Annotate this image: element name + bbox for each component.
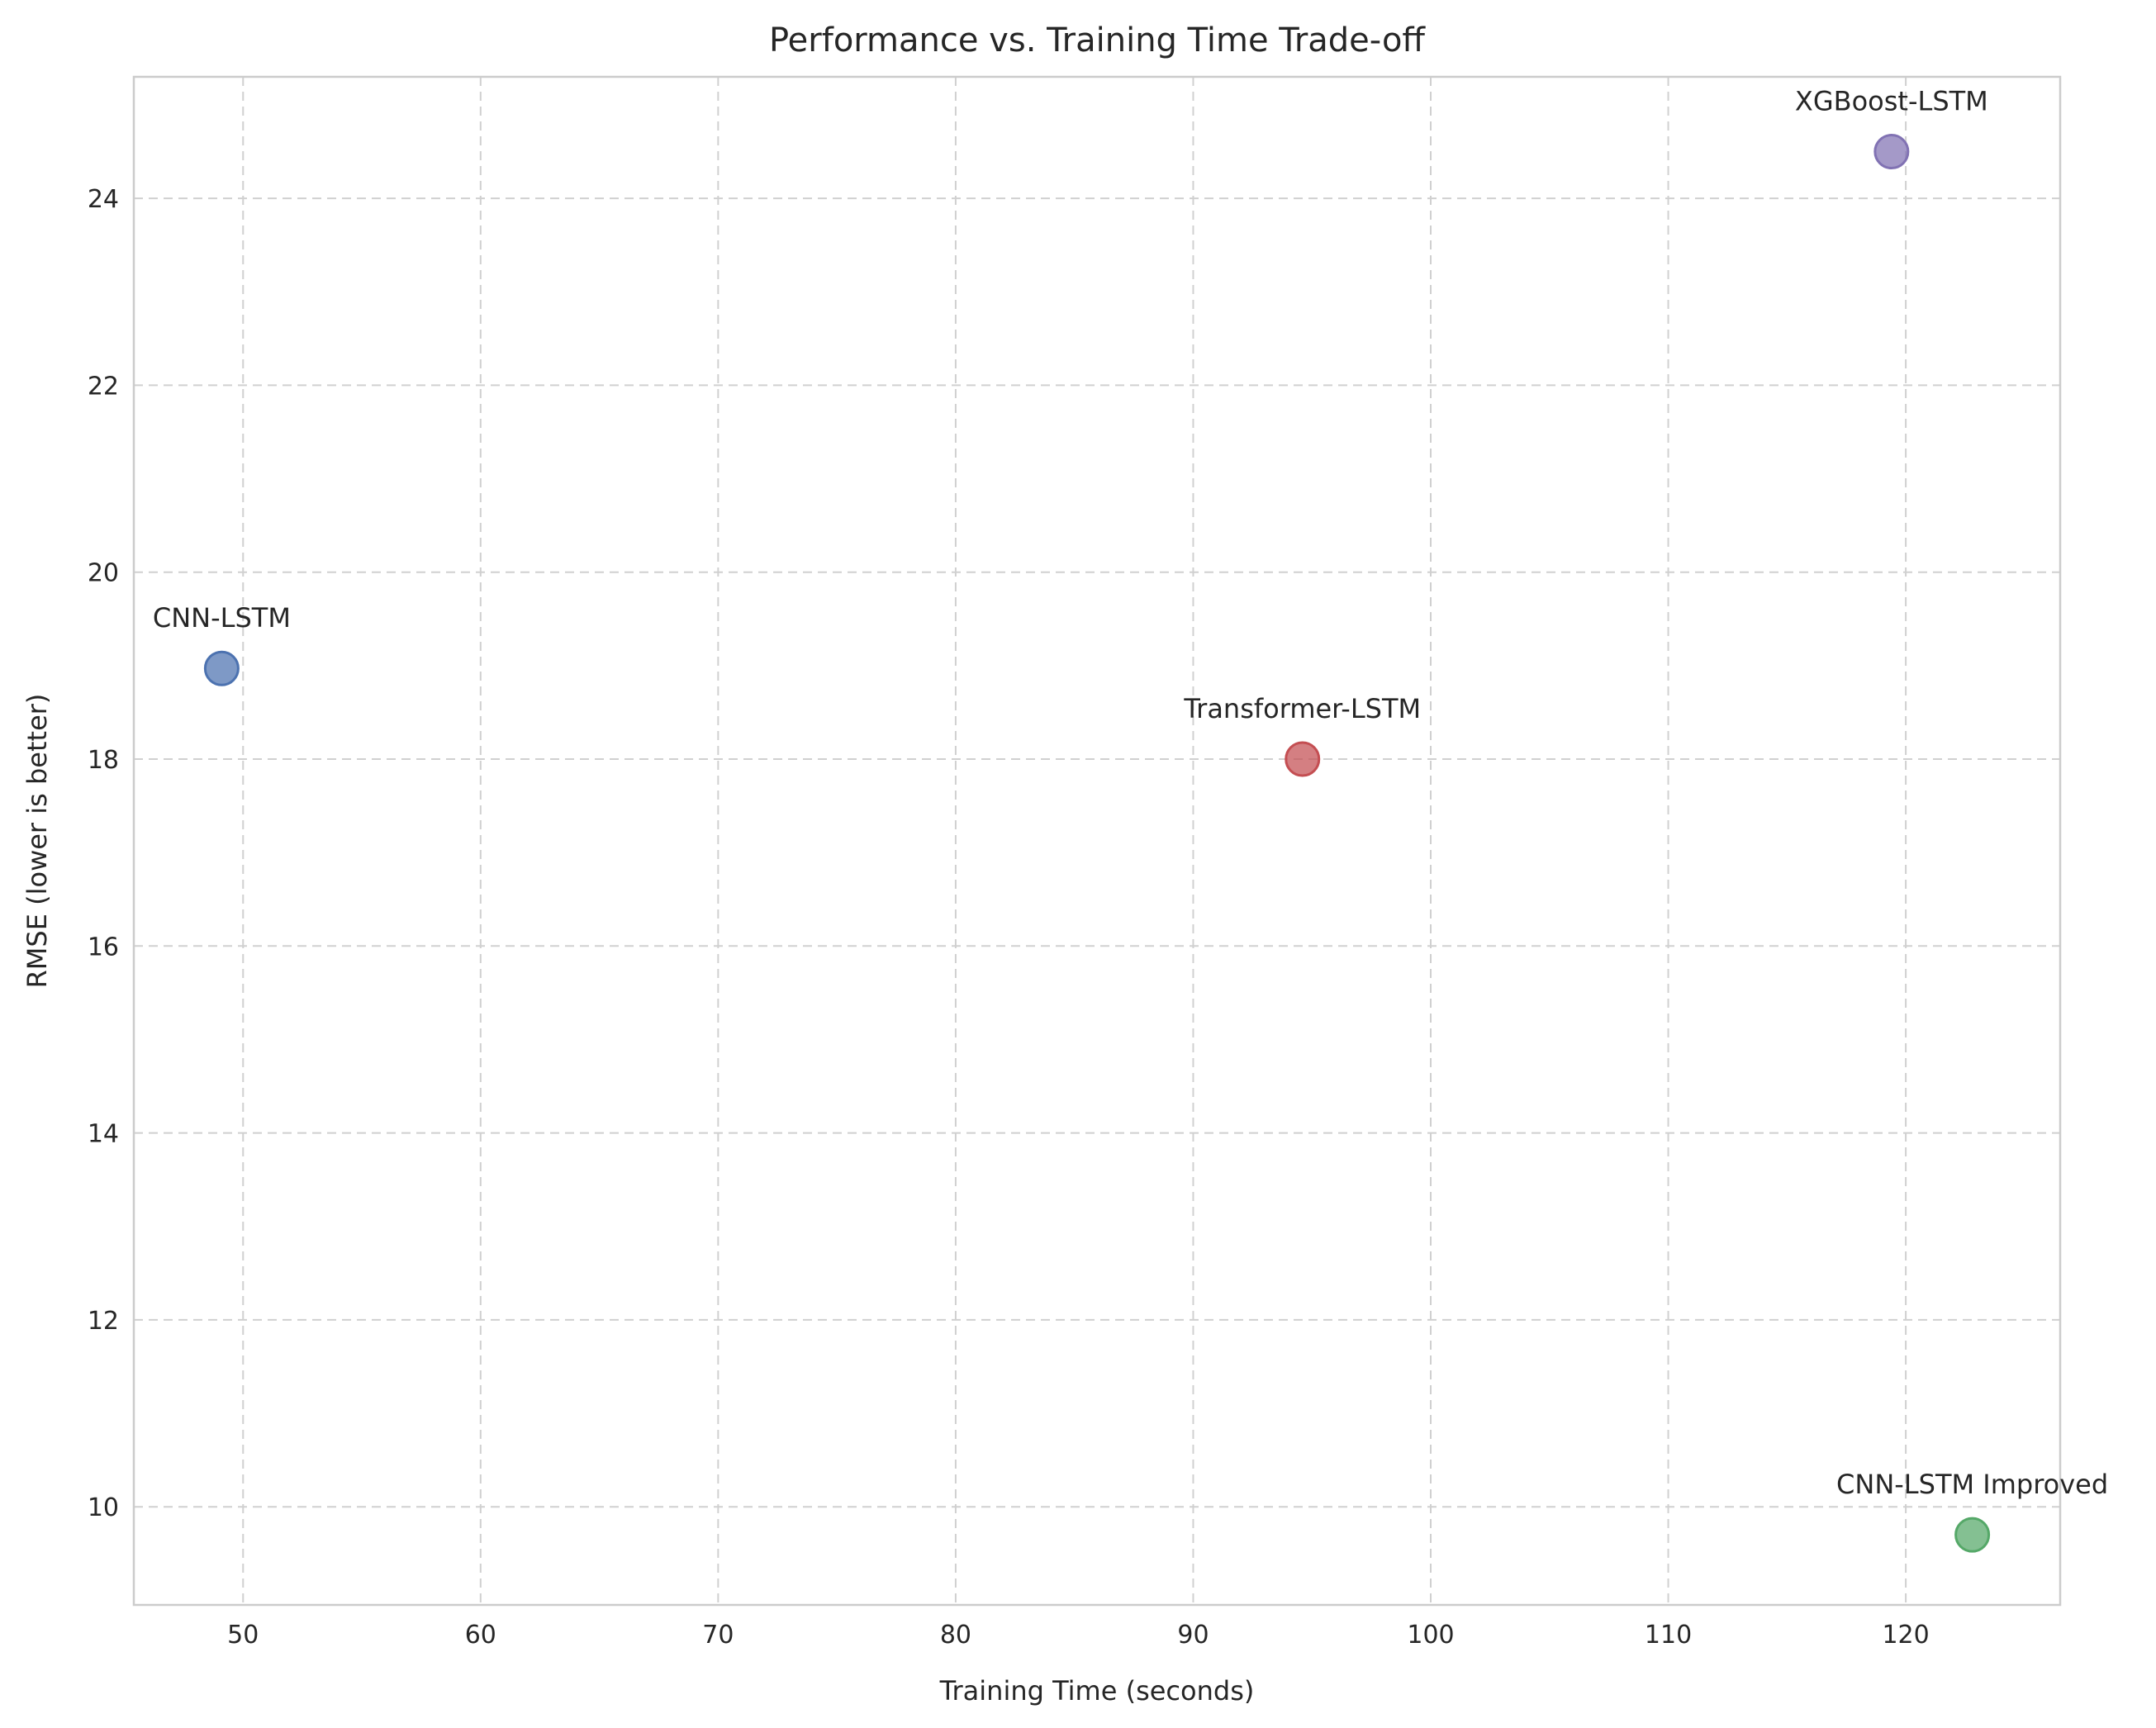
y-tick-label: 14 (88, 1120, 119, 1149)
x-tick-label: 100 (1407, 1621, 1454, 1650)
data-point-transformer-lstm (1285, 741, 1321, 777)
x-tick-label: 80 (940, 1621, 971, 1650)
data-point-label: XGBoost-LSTM (1795, 86, 1988, 117)
x-tick-label: 50 (227, 1621, 259, 1650)
grid-lines (134, 77, 2060, 1605)
x-tick-label: 110 (1645, 1621, 1692, 1650)
y-tick-label: 22 (88, 372, 119, 401)
plot-frame (132, 75, 2062, 1607)
data-point-cnn-lstm-improved (1954, 1517, 1991, 1553)
chart-title: Performance vs. Training Time Trade-off (769, 21, 1426, 59)
data-points: CNN-LSTM Transformer-LSTM XGBoost-LSTM CNN-… (153, 86, 2108, 1553)
y-tick-label: 10 (88, 1493, 119, 1522)
y-tick-label: 20 (88, 559, 119, 588)
data-point-cnn-lstm (203, 650, 240, 686)
y-tick-label: 12 (88, 1307, 119, 1336)
x-tick-label: 60 (465, 1621, 496, 1650)
x-tick-label: 90 (1177, 1621, 1209, 1650)
data-point-xgboost-lstm (1873, 134, 1910, 170)
data-point-label: Transformer-LSTM (1183, 693, 1421, 724)
y-tick-label: 24 (88, 185, 119, 214)
x-tick-label: 70 (702, 1621, 734, 1650)
x-tick-label: 120 (1882, 1621, 1929, 1650)
x-axis-label: Training Time (seconds) (939, 1675, 1255, 1707)
data-point-label: CNN-LSTM (153, 602, 291, 634)
y-tick-label: 16 (88, 933, 119, 961)
axis-ticks: 50 60 70 80 90 100 110 120 10 12 14 16 18 20 22 24 (88, 185, 1930, 1650)
data-point-label: CNN-LSTM Improved (1836, 1469, 2108, 1500)
y-tick-label: 18 (88, 746, 119, 775)
y-axis-label: RMSE (lower is better) (21, 694, 53, 989)
